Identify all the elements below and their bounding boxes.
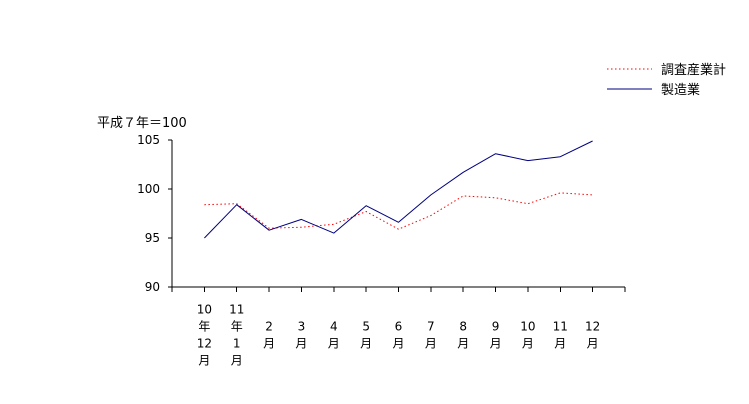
data-point-series-1: [493, 195, 498, 200]
data-point-series-2: [493, 151, 498, 156]
x-tick-label: 11 月: [553, 320, 568, 351]
data-point-series-1: [364, 209, 369, 214]
data-point-series-1: [202, 202, 207, 207]
series-layer: [202, 138, 595, 241]
legend: 調査産業計 製造業: [607, 62, 726, 98]
data-point-series-2: [234, 202, 239, 207]
data-point-series-2: [364, 203, 369, 208]
data-point-series-1: [558, 190, 563, 195]
x-tick-label: 12 月: [585, 320, 600, 351]
data-point-series-2: [590, 138, 595, 143]
data-point-series-1: [428, 213, 433, 218]
data-point-series-2: [396, 220, 401, 225]
y-tick-label: 105: [137, 133, 160, 147]
data-point-series-2: [267, 228, 272, 233]
y-tick-label: 90: [145, 280, 160, 294]
data-point-series-2: [428, 192, 433, 197]
data-point-series-1: [461, 193, 466, 198]
series-line-1: [204, 192, 593, 230]
data-point-series-1: [590, 192, 595, 197]
x-tick-label: 10 年 12 月: [197, 303, 212, 368]
data-point-series-2: [461, 170, 466, 175]
x-tick-label: 11 年 1 月: [229, 303, 244, 368]
data-point-series-2: [525, 158, 530, 163]
data-point-series-1: [525, 201, 530, 206]
data-point-series-2: [202, 236, 207, 241]
y-axis-unit-label: 平成７年＝100: [97, 116, 187, 131]
data-point-series-1: [396, 227, 401, 232]
legend-label-2: 製造業: [661, 82, 700, 98]
data-point-series-1: [331, 222, 336, 227]
series-line-2: [204, 140, 593, 239]
data-point-series-2: [331, 231, 336, 236]
axes: 90 95 100 105 10 年 12 月 11 年 1 月 2 月 3 月 4 月 5 月 6 月 7 月 8 月 9 月 10 月…: [137, 133, 626, 368]
x-tick-label: 10 月: [520, 320, 535, 351]
legend-label-1: 調査産業計: [661, 62, 726, 78]
y-tick-label: 100: [137, 182, 160, 196]
data-point-series-2: [558, 154, 563, 159]
y-tick-label: 95: [145, 231, 160, 245]
data-point-series-1: [299, 225, 304, 230]
data-point-series-2: [299, 217, 304, 222]
